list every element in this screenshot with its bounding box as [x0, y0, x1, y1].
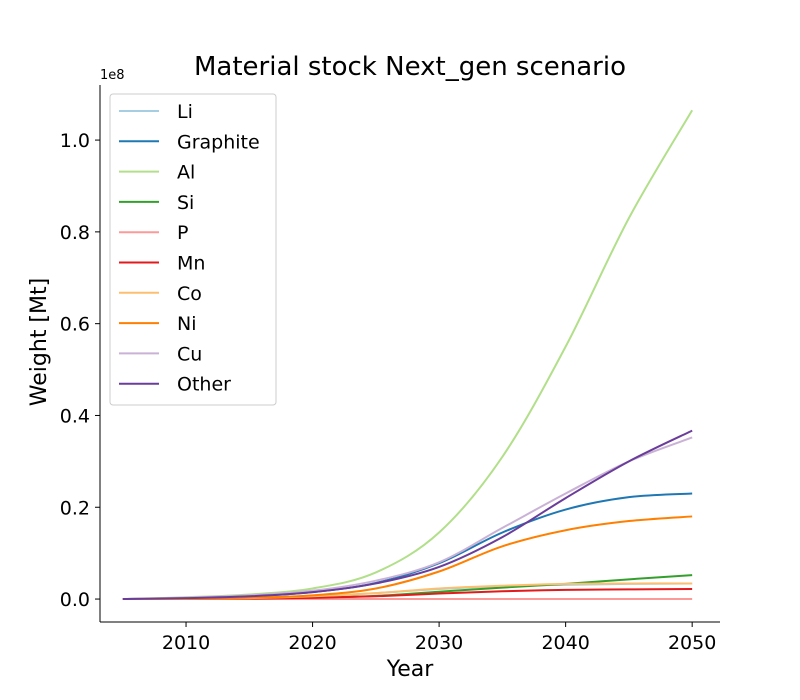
legend-label: Other: [177, 374, 231, 396]
legend-label: Al: [177, 162, 195, 184]
legend-label: Graphite: [177, 131, 260, 153]
legend: Li Graphite Al Si P Mn Co Ni Cu Other: [109, 93, 277, 406]
x-tick-label: 2010: [162, 632, 210, 654]
x-tick-label: 2020: [288, 632, 336, 654]
y-tick-label: 0.8: [60, 222, 90, 244]
legend-label: Co: [177, 283, 202, 305]
x-tick-label: 2040: [541, 632, 589, 654]
series-lines: [122, 109, 694, 601]
x-tick-label: 2030: [415, 632, 463, 654]
y-tick-label: 0.6: [60, 314, 90, 336]
axes: 2010 2020 2030 2040 2050 0.0 0.2 0.4 0.6 0.8 1.0: [60, 85, 720, 654]
series-line-ni: [122, 515, 693, 601]
legend-label: Si: [177, 192, 194, 214]
x-tick-label: 2050: [668, 632, 716, 654]
legend-label: Cu: [177, 343, 202, 365]
y-tick-label: 0.0: [60, 589, 90, 611]
x-axis-label: Year: [386, 657, 435, 682]
y-offset-label: 1e8: [100, 68, 125, 83]
legend-label: Li: [177, 101, 193, 123]
y-axis-label: Weight [Mt]: [27, 278, 52, 406]
series-line-other: [122, 429, 693, 601]
legend-label: P: [177, 222, 188, 244]
legend-label: Ni: [177, 313, 197, 335]
y-tick-label: 0.2: [60, 497, 90, 519]
y-tick-label: 0.4: [60, 405, 90, 427]
y-tick-label: 1.0: [60, 130, 90, 152]
legend-label: Mn: [177, 253, 205, 275]
chart-title: Material stock Next_gen scenario: [194, 52, 626, 82]
